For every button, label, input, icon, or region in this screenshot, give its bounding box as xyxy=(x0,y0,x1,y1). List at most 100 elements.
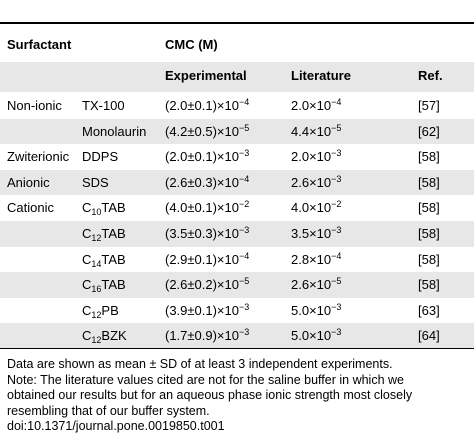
reference: [64] xyxy=(418,328,440,344)
experimental-exponent: −5 xyxy=(239,276,250,287)
surfactant-name: C12PB xyxy=(82,302,119,320)
name-text: C xyxy=(82,200,92,216)
reference: [62] xyxy=(418,124,440,140)
header-surfactant: Surfactant xyxy=(7,37,72,52)
literature-value: 4.4×10−5 xyxy=(291,123,341,140)
name-suffix: TAB xyxy=(101,277,126,293)
experimental-mantissa: (3.5±0.3)×10 xyxy=(165,226,239,241)
category-text: Anionic xyxy=(7,174,50,190)
table-row: C12PB (3.9±0.1)×10−3 5.0×10−3 [63] xyxy=(0,298,474,324)
literature-value: 2.8×10−4 xyxy=(291,251,341,268)
surfactant-category: Cationic xyxy=(7,200,54,216)
reference-text: [58] xyxy=(418,174,440,190)
surfactant-name: Monolaurin xyxy=(82,124,146,140)
header-cmc: CMC (M) xyxy=(165,37,218,52)
literature-mantissa: 2.0×10 xyxy=(291,149,332,165)
table-row: Monolaurin (4.2±0.5)×10−5 4.4×10−5 [62] xyxy=(0,118,474,145)
literature-value: 2.0×10−3 xyxy=(291,149,341,165)
experimental-exponent: −3 xyxy=(239,327,250,338)
reference-text: [58] xyxy=(418,149,440,165)
experimental-value: (3.5±0.3)×10−3 xyxy=(165,226,249,242)
footnote-line: resembling that of our buffer system. xyxy=(7,403,210,418)
category-text: Zwiterionic xyxy=(7,149,70,165)
surfactant-name: DDPS xyxy=(82,149,118,165)
reference: [63] xyxy=(418,303,440,319)
reference: [58] xyxy=(418,149,440,165)
name-text: Monolaurin xyxy=(82,123,147,139)
reference: [58] xyxy=(418,175,440,191)
table-row: Zwiterionic DDPS (2.0±0.1)×10−3 2.0×10−3 [58… xyxy=(0,144,474,170)
experimental-value: (3.9±0.1)×10−3 xyxy=(165,302,249,319)
experimental-mantissa: (2.0±0.1)×10 xyxy=(165,149,239,165)
literature-value: 3.5×10−3 xyxy=(291,226,341,242)
table-row: C14TAB (2.9±0.1)×10−4 2.8×10−4 [58] xyxy=(0,247,474,273)
experimental-exponent: −3 xyxy=(239,225,250,235)
reference-text: [57] xyxy=(418,98,440,113)
experimental-mantissa: (2.6±0.2)×10 xyxy=(165,277,239,293)
literature-exponent: −3 xyxy=(331,225,342,235)
top-rule xyxy=(0,22,474,24)
name-suffix: TAB xyxy=(101,226,126,241)
footnote-line: obtained our results but for an aqueous … xyxy=(7,388,413,402)
name-suffix: PB xyxy=(101,302,119,318)
literature-value: 2.6×10−5 xyxy=(291,277,341,293)
name-suffix: BZK xyxy=(101,328,127,344)
reference-text: [58] xyxy=(418,200,440,216)
literature-value: 5.0×10−3 xyxy=(291,301,342,319)
name-text: DDPS xyxy=(82,149,119,165)
literature-value: 2.6×10−3 xyxy=(291,174,341,191)
literature-exponent: −4 xyxy=(331,97,342,107)
reference-text: [58] xyxy=(418,277,440,293)
experimental-mantissa: (3.9±0.1)×10 xyxy=(165,302,239,318)
experimental-mantissa: (4.0±0.1)×10 xyxy=(165,200,239,216)
name-text: TX-100 xyxy=(82,98,125,113)
literature-value: 2.0×10−4 xyxy=(291,98,341,114)
experimental-exponent: −5 xyxy=(239,122,250,133)
bottom-rule xyxy=(0,348,474,349)
literature-exponent: −3 xyxy=(331,301,342,312)
experimental-mantissa: (2.6±0.3)×10 xyxy=(165,174,239,190)
reference: [58] xyxy=(418,200,440,216)
experimental-value: (2.0±0.1)×10−3 xyxy=(165,149,249,165)
experimental-exponent: −4 xyxy=(239,250,250,261)
name-text: C xyxy=(82,251,92,267)
literature-exponent: −5 xyxy=(331,276,342,287)
name-text: C xyxy=(82,277,92,293)
experimental-exponent: −3 xyxy=(239,148,250,159)
surfactant-name: C12TAB xyxy=(82,226,126,243)
surfactant-category: Anionic xyxy=(7,175,50,191)
surfactant-name: C12BZK xyxy=(82,328,127,345)
experimental-exponent: −4 xyxy=(239,97,250,107)
experimental-value: (2.6±0.3)×10−4 xyxy=(165,174,249,191)
header-experimental: Experimental xyxy=(165,68,247,83)
name-text: C xyxy=(82,328,92,344)
name-subscript: 16 xyxy=(91,284,102,295)
literature-mantissa: 2.0×10 xyxy=(291,98,332,113)
reference-text: [58] xyxy=(418,226,440,241)
literature-mantissa: 4.0×10 xyxy=(291,200,332,216)
header-literature: Literature xyxy=(291,68,351,83)
name-subscript: 14 xyxy=(91,258,102,269)
surfactant-name: C10TAB xyxy=(82,200,126,218)
footnote-line: doi:10.1371/journal.pone.0019850.t001 xyxy=(7,419,225,433)
header-ref: Ref. xyxy=(418,68,443,83)
surfactant-name: SDS xyxy=(82,175,109,191)
literature-value: 5.0×10−3 xyxy=(291,328,341,344)
reference: [58] xyxy=(418,226,440,242)
table-row: C12BZK (1.7±0.9)×10−3 5.0×10−3 [64] xyxy=(0,323,474,349)
table-row: Anionic SDS (2.6±0.3)×10−4 2.6×10−3 [58] xyxy=(0,169,474,196)
table-row: Non-ionic TX-100 (2.0±0.1)×10−4 2.0×10−4 [57… xyxy=(0,93,474,119)
name-text: C xyxy=(82,302,92,318)
table-row: C12TAB (3.5±0.3)×10−3 3.5×10−3 [58] xyxy=(0,221,474,247)
experimental-value: (2.9±0.1)×10−4 xyxy=(165,250,250,268)
reference: [58] xyxy=(418,252,440,268)
category-text: Cationic xyxy=(7,200,54,216)
name-subscript: 10 xyxy=(91,207,102,218)
experimental-mantissa: (4.2±0.5)×10 xyxy=(165,123,239,139)
experimental-value: (1.7±0.9)×10−3 xyxy=(165,328,249,344)
subheader-band xyxy=(0,62,474,92)
literature-mantissa: 2.6×10 xyxy=(291,277,332,293)
literature-exponent: −2 xyxy=(331,199,342,210)
literature-mantissa: 3.5×10 xyxy=(291,226,332,241)
experimental-value: (4.2±0.5)×10−5 xyxy=(165,122,250,140)
